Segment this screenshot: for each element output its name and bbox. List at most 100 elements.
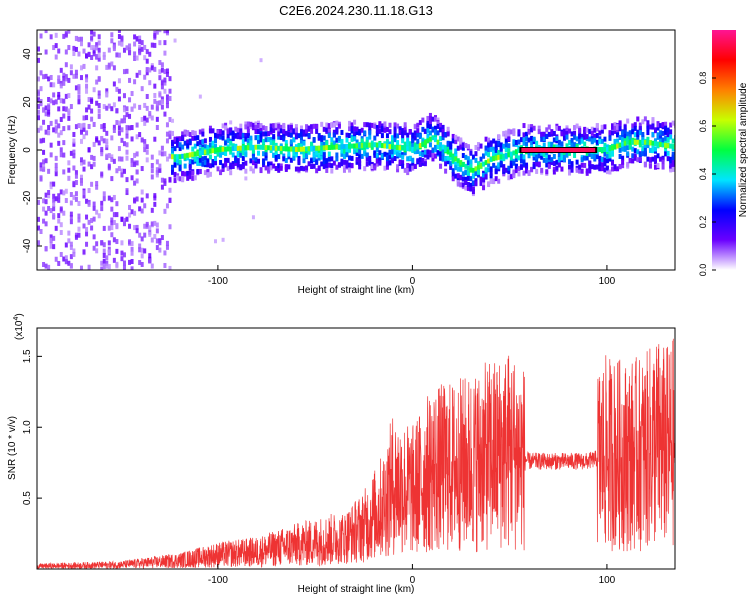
heatmap-cell	[138, 243, 142, 249]
spectrogram-y-tick-label: 40	[22, 48, 33, 60]
heatmap-cell	[171, 130, 175, 136]
heatmap-cell	[666, 150, 670, 156]
heatmap-cell	[651, 132, 655, 138]
heatmap-cell	[153, 220, 157, 226]
heatmap-cell	[393, 132, 397, 138]
heatmap-cell	[661, 159, 665, 165]
heatmap-cell	[239, 128, 243, 134]
heatmap-cell	[206, 162, 210, 168]
heatmap-cell	[466, 165, 470, 171]
heatmap-cell	[388, 154, 392, 160]
heatmap-cell	[57, 106, 61, 112]
heatmap-cell	[532, 164, 536, 170]
heatmap-cell	[525, 141, 529, 147]
heatmap-cell	[471, 154, 475, 160]
heatmap-cell	[115, 168, 119, 174]
heatmap-cell	[403, 125, 407, 131]
heatmap-cell	[59, 98, 63, 104]
heatmap-cell	[590, 138, 594, 144]
heatmap-cell	[287, 154, 291, 160]
heatmap-cell	[608, 135, 612, 141]
heatmap-cell	[514, 153, 518, 159]
heatmap-cell	[664, 135, 668, 141]
heatmap-cell	[573, 152, 577, 158]
heatmap-cell	[421, 141, 425, 147]
heatmap-cell	[160, 62, 164, 68]
heatmap-cell	[428, 115, 432, 121]
heatmap-cell	[327, 145, 331, 151]
heatmap-cell	[355, 126, 359, 132]
heatmap-cell	[145, 105, 149, 111]
heatmap-cell	[446, 145, 450, 151]
heatmap-cell	[322, 160, 326, 166]
heatmap-cell	[436, 121, 440, 127]
heatmap-cell	[305, 131, 309, 137]
heatmap-cell	[155, 116, 159, 122]
heatmap-cell	[193, 151, 197, 157]
heatmap-cell	[418, 120, 422, 126]
heatmap-cell	[310, 163, 314, 169]
heatmap-cell	[373, 150, 377, 156]
heatmap-cell	[153, 136, 157, 142]
heatmap-cell	[605, 154, 609, 160]
heatmap-cell	[401, 152, 405, 158]
heatmap-cell	[267, 131, 271, 137]
heatmap-cell	[165, 71, 169, 77]
snr-y-ticks: 0.51.01.5	[22, 349, 42, 505]
heatmap-cell	[229, 140, 233, 146]
heatmap-cell	[120, 156, 124, 162]
heatmap-cell	[482, 173, 486, 179]
heatmap-cell	[413, 149, 417, 155]
heatmap-cell	[52, 100, 56, 106]
heatmap-cell	[100, 124, 104, 130]
heatmap-cell	[239, 165, 243, 171]
heatmap-cell	[125, 129, 129, 135]
heatmap-cell	[517, 166, 521, 172]
heatmap-cell	[428, 136, 432, 142]
heatmap-cell	[342, 167, 346, 173]
heatmap-cell	[643, 116, 647, 122]
heatmap-cell	[107, 195, 111, 201]
heatmap-cell	[171, 147, 175, 153]
heatmap-cell	[224, 125, 228, 131]
heatmap-cell	[358, 160, 362, 166]
heatmap-cell	[350, 122, 354, 128]
heatmap-cell	[439, 155, 443, 161]
heatmap-cell	[368, 160, 372, 166]
heatmap-cell	[600, 128, 604, 134]
heatmap-cell	[42, 262, 46, 268]
heatmap-cell	[79, 123, 83, 129]
heatmap-cell	[69, 215, 73, 221]
heatmap-cell	[552, 153, 556, 159]
heatmap-cell	[69, 241, 73, 247]
heatmap-cell	[525, 136, 529, 142]
heatmap-cell	[112, 44, 116, 50]
heatmap-cell	[385, 156, 389, 162]
heatmap-cell	[52, 235, 56, 241]
heatmap-cell	[117, 30, 121, 33]
heatmap-cell	[494, 140, 498, 146]
heatmap-cell	[145, 93, 149, 99]
heatmap-cell	[57, 213, 61, 219]
heatmap-cell	[527, 129, 531, 135]
heatmap-cell	[565, 131, 569, 137]
heatmap-cell	[380, 153, 384, 159]
heatmap-cell	[79, 180, 83, 186]
heatmap-cell	[145, 70, 149, 76]
heatmap-cell	[487, 152, 491, 158]
heatmap-cell	[59, 251, 63, 257]
heatmap-cell	[342, 153, 346, 159]
heatmap-cell	[537, 153, 541, 159]
heatmap-cell	[439, 127, 443, 133]
heatmap-cell	[90, 225, 94, 231]
heatmap-cell	[476, 172, 480, 178]
heatmap-cell	[653, 128, 657, 134]
heatmap-cell	[600, 162, 604, 168]
heatmap-cell	[492, 138, 496, 144]
heatmap-cell	[49, 120, 53, 126]
heatmap-cell	[105, 263, 109, 269]
heatmap-cell	[451, 158, 455, 164]
heatmap-cell	[254, 124, 258, 130]
heatmap-cell	[565, 134, 569, 140]
heatmap-cell	[633, 148, 637, 154]
